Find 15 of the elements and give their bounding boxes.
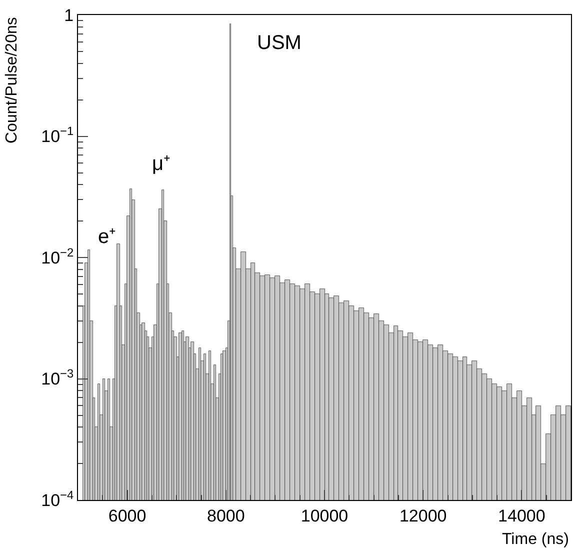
annotation: USM <box>257 32 302 54</box>
y-tick-label: 10$^{−4}$ <box>41 488 74 510</box>
annotation: μ⁺ <box>152 153 171 175</box>
x-tick-label: 8000 <box>206 506 245 526</box>
y-tick-label: 10$^{−1}$ <box>41 124 74 146</box>
y-tick-label: 10$^{−2}$ <box>41 245 74 268</box>
x-tick-label: 14000 <box>498 506 546 526</box>
x-axis-title: Time (ns) <box>502 531 569 548</box>
x-tick-label: 6000 <box>108 506 146 526</box>
x-tick-label: 10000 <box>300 506 348 526</box>
y-tick-label: 1 <box>64 6 74 25</box>
y-axis-title: Count/Pulse/20ns <box>3 17 20 144</box>
annotation: e⁺ <box>98 226 116 248</box>
y-tick-label: 10$^{−3}$ <box>41 366 74 389</box>
x-tick-label: 12000 <box>399 506 447 526</box>
